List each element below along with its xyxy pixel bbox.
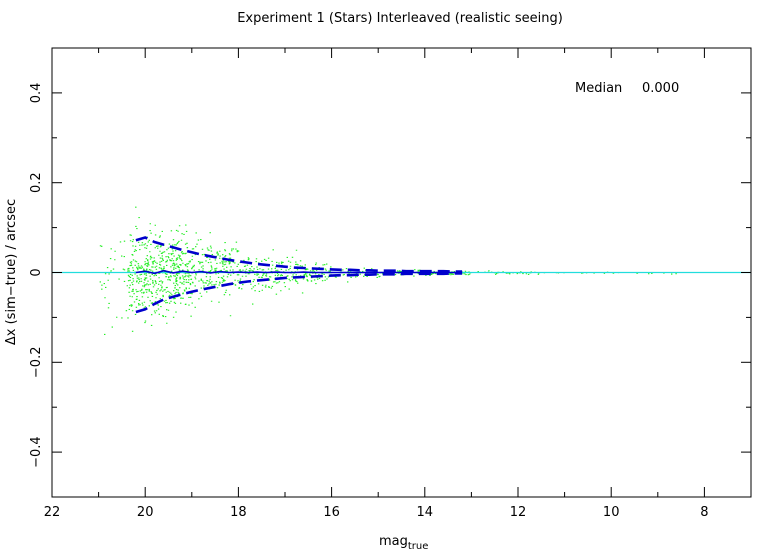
x-tick-label: 20 — [137, 505, 154, 520]
chart-title: Experiment 1 (Stars) Interleaved (realis… — [237, 11, 563, 26]
y-tick-label: 0 — [29, 268, 44, 276]
x-tick-label: 10 — [603, 505, 620, 520]
x-axis-label: magtrue — [379, 534, 428, 552]
median-label: Median — [575, 81, 622, 96]
axis-ticks: 22 20 18 16 14 12 10 8 −0.4 −0.2 0 0.2 0.4 — [29, 47, 751, 520]
x-tick-label: 22 — [44, 505, 61, 520]
y-tick-label: 0.2 — [29, 172, 44, 193]
median-envelope-lines — [135, 236, 463, 314]
x-tick-label: 16 — [323, 505, 340, 520]
series-line-upper — [135, 236, 463, 273]
x-axis-label-subscript: true — [408, 541, 429, 552]
x-tick-label: 8 — [700, 505, 708, 520]
x-axis-label-main: mag — [379, 534, 408, 549]
y-tick-label: 0.4 — [29, 83, 44, 104]
series-line-lower — [135, 272, 463, 314]
y-axis-label: Δx (sim−true) / arcsec — [4, 199, 19, 345]
y-tick-label: −0.2 — [29, 347, 44, 379]
x-tick-label: 14 — [417, 505, 434, 520]
x-tick-label: 18 — [230, 505, 247, 520]
median-value: 0.000 — [642, 81, 679, 96]
x-tick-label: 12 — [510, 505, 527, 520]
y-tick-label: −0.4 — [29, 436, 44, 468]
